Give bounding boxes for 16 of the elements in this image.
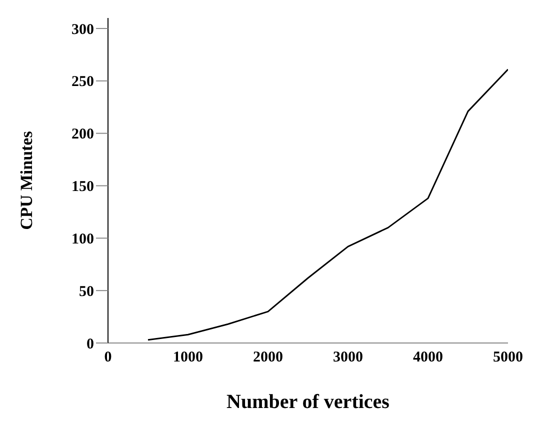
y-tick-label: 100 bbox=[72, 231, 94, 248]
x-tick-label: 4000 bbox=[413, 350, 443, 366]
x-tick-label: 3000 bbox=[333, 350, 363, 366]
x-tick-label: 2000 bbox=[253, 350, 283, 366]
y-tick-label: 0 bbox=[86, 336, 94, 352]
x-tick-label: 0 bbox=[104, 350, 112, 366]
y-tick-label: 250 bbox=[72, 74, 94, 90]
y-axis-title: CPU Minutes bbox=[17, 130, 36, 230]
y-tick-label: 300 bbox=[72, 22, 94, 38]
x-axis-title: Number of vertices bbox=[226, 391, 390, 413]
y-tick-label: 50 bbox=[79, 284, 94, 300]
x-tick-label: 1000 bbox=[173, 350, 203, 366]
y-tick-label: 200 bbox=[72, 126, 94, 143]
line-series bbox=[147, 68, 508, 341]
x-tick-label: 5000 bbox=[493, 350, 523, 366]
y-tick-label: 150 bbox=[72, 179, 94, 196]
